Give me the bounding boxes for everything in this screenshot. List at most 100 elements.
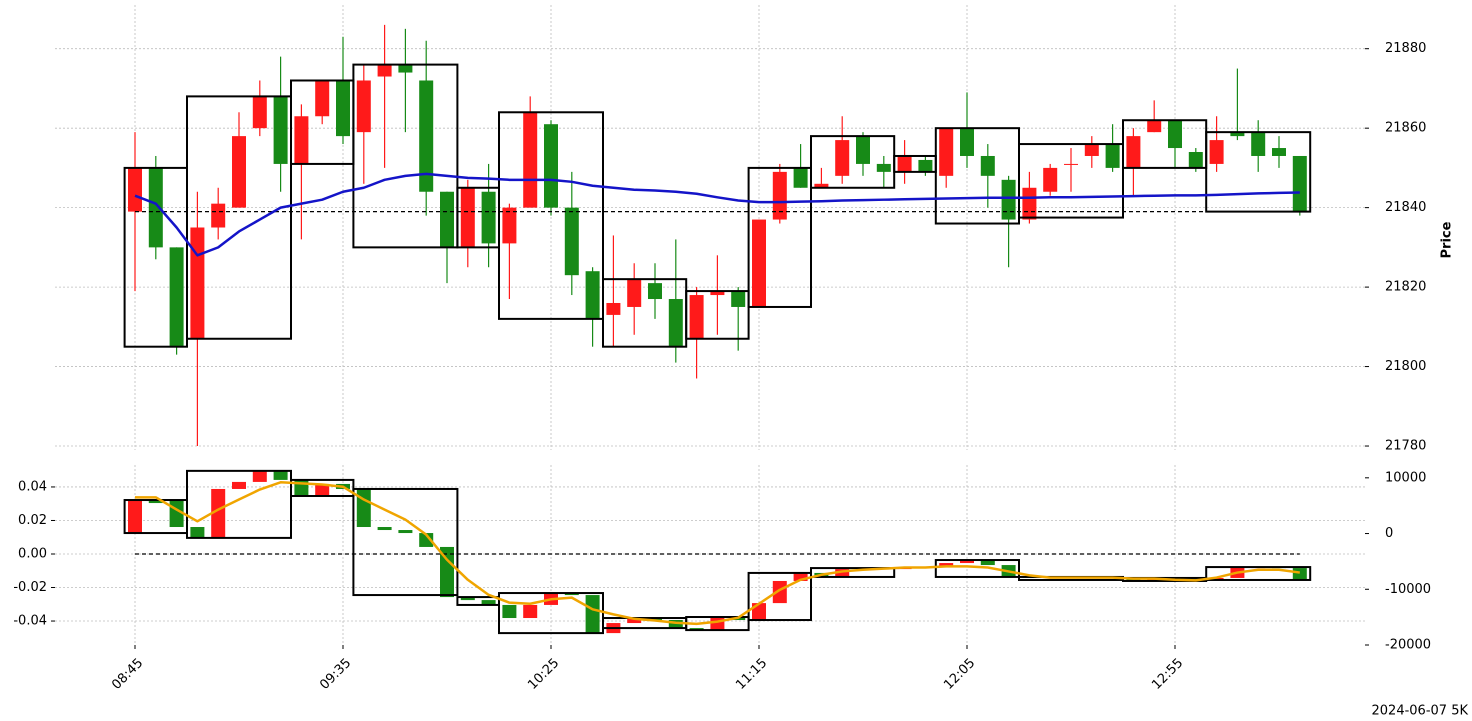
candle-body bbox=[481, 191, 496, 244]
candle-body bbox=[668, 299, 683, 347]
candle-body bbox=[128, 167, 142, 212]
candle-body bbox=[1001, 179, 1016, 220]
candle-body bbox=[232, 481, 246, 489]
candle-body bbox=[710, 291, 725, 296]
candle-body bbox=[460, 597, 475, 601]
candle-body bbox=[939, 128, 954, 176]
candle-body bbox=[336, 80, 350, 137]
candle-body bbox=[419, 533, 434, 547]
y-tick-label: 21880 bbox=[1385, 41, 1426, 56]
candle-body bbox=[564, 593, 579, 596]
box bbox=[352, 487, 459, 597]
candle-body bbox=[398, 64, 413, 73]
y-tick-label: 0.00 bbox=[18, 546, 47, 561]
y2-tick-label: 10000 bbox=[1385, 470, 1426, 485]
y-tick-label: 21800 bbox=[1385, 359, 1426, 374]
x-tick-label: 11:15 bbox=[733, 656, 770, 693]
candle-body bbox=[169, 247, 184, 347]
candle-body bbox=[1251, 132, 1266, 156]
candle-body bbox=[440, 546, 454, 598]
y-tick-label: 0.02 bbox=[18, 513, 47, 528]
box bbox=[1205, 566, 1312, 581]
candle-body bbox=[398, 530, 413, 534]
candle-body bbox=[606, 302, 621, 315]
candle-body bbox=[1105, 144, 1120, 168]
x-tick-label: 09:35 bbox=[317, 656, 354, 693]
box bbox=[186, 469, 292, 539]
candle-body bbox=[1188, 152, 1203, 168]
x-tick-label: 12:05 bbox=[941, 656, 978, 693]
candle-body bbox=[1022, 187, 1037, 220]
box bbox=[747, 166, 812, 308]
candle-body bbox=[793, 572, 808, 581]
candle-body bbox=[544, 124, 558, 208]
candle-body bbox=[835, 140, 850, 176]
candle-body bbox=[148, 500, 163, 504]
x-tick-label: 10:25 bbox=[525, 656, 562, 693]
candle-body bbox=[377, 527, 392, 531]
candle-body bbox=[502, 207, 517, 244]
box bbox=[1018, 143, 1124, 219]
candle-body bbox=[252, 470, 267, 482]
candle-body bbox=[835, 569, 850, 577]
candle-body bbox=[1209, 140, 1224, 164]
candle-body bbox=[1230, 132, 1245, 137]
y-axis-title: Price bbox=[1440, 221, 1455, 258]
candle-body bbox=[273, 96, 288, 164]
candle-body bbox=[460, 187, 475, 248]
candle-body bbox=[772, 580, 787, 604]
y-tick-label: 0.04 bbox=[18, 479, 47, 494]
candle-body bbox=[627, 279, 642, 307]
candle-body bbox=[856, 136, 870, 164]
x-tick-label: 08:45 bbox=[109, 656, 146, 693]
candle-body bbox=[960, 560, 974, 564]
candle-body bbox=[731, 291, 746, 307]
candle-body bbox=[960, 128, 974, 156]
box bbox=[685, 290, 750, 340]
candle-body bbox=[648, 283, 662, 300]
y2-tick-label: -10000 bbox=[1385, 582, 1431, 597]
candle-body bbox=[315, 483, 330, 497]
box bbox=[810, 567, 896, 578]
candle-body bbox=[1209, 577, 1224, 580]
candle-body bbox=[440, 191, 454, 248]
y-tick-label: 21840 bbox=[1385, 200, 1426, 215]
candle-body bbox=[627, 618, 642, 624]
candle-body bbox=[876, 163, 891, 172]
candle-body bbox=[668, 620, 683, 629]
y2-tick-label: -20000 bbox=[1385, 638, 1431, 653]
candle-body bbox=[377, 64, 392, 77]
y-tick-label: 21820 bbox=[1385, 280, 1426, 295]
y-tick-label: -0.02 bbox=[13, 580, 47, 595]
candle-body bbox=[148, 167, 163, 248]
box bbox=[290, 478, 355, 498]
candle-body bbox=[918, 159, 933, 172]
candle-body bbox=[1126, 136, 1141, 168]
box bbox=[934, 559, 1020, 578]
candle-body bbox=[689, 295, 704, 339]
x-tick-label: 12:55 bbox=[1149, 656, 1186, 693]
candle-body bbox=[1168, 120, 1182, 149]
box bbox=[186, 95, 292, 340]
candle-body bbox=[211, 203, 226, 228]
candle-body bbox=[211, 488, 226, 538]
line-series bbox=[135, 481, 1300, 626]
candle-body bbox=[752, 219, 766, 307]
candle-body bbox=[689, 628, 704, 631]
y2-tick-label: 0 bbox=[1385, 526, 1393, 541]
candle-body bbox=[1272, 148, 1286, 156]
candle-body bbox=[980, 155, 995, 176]
candle-body bbox=[419, 80, 434, 192]
y-tick-label: 21860 bbox=[1385, 121, 1426, 136]
candle-body bbox=[481, 600, 496, 605]
candle-body bbox=[232, 136, 246, 208]
candle-body bbox=[190, 227, 205, 339]
candle-body bbox=[356, 80, 371, 133]
candle-body bbox=[523, 604, 538, 619]
candle-body bbox=[1084, 144, 1099, 156]
candle-body bbox=[814, 183, 829, 188]
candle-body bbox=[980, 560, 995, 566]
candle-body bbox=[710, 617, 725, 631]
candle-body bbox=[356, 488, 371, 528]
